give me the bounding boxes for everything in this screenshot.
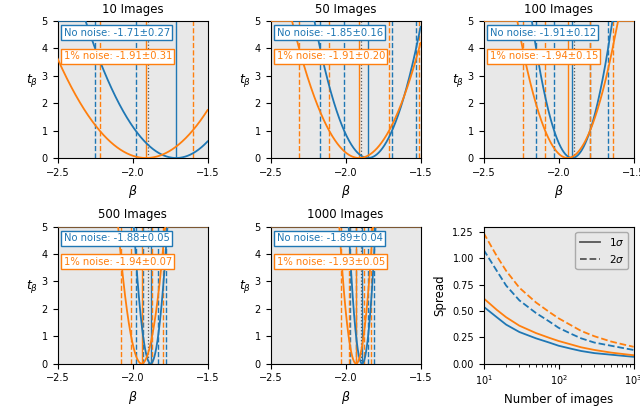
Text: 1% noise: -1.94±0.07: 1% noise: -1.94±0.07 [63,257,172,267]
Text: No noise: -1.71±0.27: No noise: -1.71±0.27 [63,28,170,38]
Title: 10 Images: 10 Images [102,3,163,15]
Title: 500 Images: 500 Images [98,208,167,221]
Text: 1% noise: -1.91±0.20: 1% noise: -1.91±0.20 [276,51,385,61]
X-axis label: $\beta$: $\beta$ [128,389,138,406]
Y-axis label: $t_\beta$: $t_\beta$ [26,278,38,295]
Text: No noise: -1.89±0.04: No noise: -1.89±0.04 [276,233,383,243]
Y-axis label: $t_\beta$: $t_\beta$ [239,278,251,295]
X-axis label: Number of images: Number of images [504,393,613,406]
Text: 1% noise: -1.93±0.05: 1% noise: -1.93±0.05 [276,257,385,267]
Title: 50 Images: 50 Images [315,3,376,15]
Title: 100 Images: 100 Images [524,3,593,15]
Legend: 1$\sigma$, 2$\sigma$: 1$\sigma$, 2$\sigma$ [575,232,628,269]
Text: No noise: -1.91±0.12: No noise: -1.91±0.12 [490,28,596,38]
Text: No noise: -1.88±0.05: No noise: -1.88±0.05 [63,233,170,243]
Y-axis label: Spread: Spread [434,274,447,316]
Title: 1000 Images: 1000 Images [307,208,384,221]
Text: No noise: -1.85±0.16: No noise: -1.85±0.16 [276,28,383,38]
Y-axis label: $t_\beta$: $t_\beta$ [452,72,464,89]
Y-axis label: $t_\beta$: $t_\beta$ [26,72,38,89]
Text: 1% noise: -1.91±0.31: 1% noise: -1.91±0.31 [63,51,172,61]
X-axis label: $\beta$: $\beta$ [340,183,351,200]
Y-axis label: $t_\beta$: $t_\beta$ [239,72,251,89]
X-axis label: $\beta$: $\beta$ [340,389,351,406]
X-axis label: $\beta$: $\beta$ [554,183,563,200]
Text: 1% noise: -1.94±0.15: 1% noise: -1.94±0.15 [490,51,598,61]
X-axis label: $\beta$: $\beta$ [128,183,138,200]
